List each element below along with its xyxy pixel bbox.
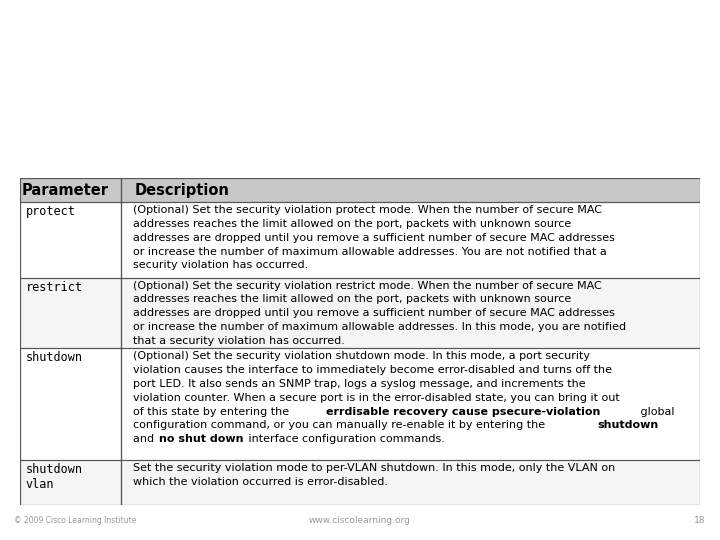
Text: addresses reaches the limit allowed on the port, packets with unknown source: addresses reaches the limit allowed on t… bbox=[133, 294, 571, 305]
Text: violation counter. When a secure port is in the error-disabled state, you can br: violation counter. When a secure port is… bbox=[133, 393, 620, 403]
Text: (Optional) Set the security violation protect mode. When the number of secure MA: (Optional) Set the security violation pr… bbox=[133, 205, 602, 215]
Text: Switchport Port-Security Violation: Switchport Port-Security Violation bbox=[22, 38, 559, 66]
Text: addresses are dropped until you remove a sufficient number of secure MAC address: addresses are dropped until you remove a… bbox=[133, 233, 615, 242]
Text: errdisable recovery cause psecure-violation: errdisable recovery cause psecure-violat… bbox=[326, 407, 600, 416]
Text: or increase the number of maximum allowable addresses. In this mode, you are not: or increase the number of maximum allowa… bbox=[133, 322, 626, 332]
Text: Cisco: Cisco bbox=[618, 50, 642, 59]
Bar bbox=[20, 178, 700, 202]
Text: www.ciscolearning.org: www.ciscolearning.org bbox=[309, 516, 411, 525]
Text: (Optional) Set the security violation shutdown mode. In this mode, a port securi: (Optional) Set the security violation sh… bbox=[133, 351, 590, 361]
Bar bbox=[20, 202, 121, 278]
Text: and: and bbox=[133, 434, 158, 444]
Bar bbox=[121, 460, 700, 505]
Bar bbox=[121, 202, 700, 278]
Bar bbox=[20, 348, 121, 460]
Text: (Optional) Set the security violation restrict mode. When the number of secure M: (Optional) Set the security violation re… bbox=[133, 281, 602, 291]
Text: violation causes the interface to immediately become error-disabled and turns of: violation causes the interface to immedi… bbox=[133, 365, 612, 375]
Text: Institute: Institute bbox=[608, 116, 652, 126]
Text: shutdown: shutdown bbox=[26, 351, 83, 364]
Text: restrict: restrict bbox=[26, 281, 83, 294]
Text: configuration command, or you can manually re-enable it by entering the: configuration command, or you can manual… bbox=[133, 421, 549, 430]
Bar bbox=[121, 278, 700, 348]
Text: Learning: Learning bbox=[582, 78, 678, 97]
Text: no shut down: no shut down bbox=[159, 434, 243, 444]
Text: Parameters: Parameters bbox=[22, 109, 202, 137]
Text: Description: Description bbox=[135, 183, 229, 198]
Text: addresses reaches the limit allowed on the port, packets with unknown source: addresses reaches the limit allowed on t… bbox=[133, 219, 571, 229]
Text: interface configuration commands.: interface configuration commands. bbox=[246, 434, 445, 444]
Text: addresses are dropped until you remove a sufficient number of secure MAC address: addresses are dropped until you remove a… bbox=[133, 308, 615, 318]
Text: © 2009 Cisco Learning Institute: © 2009 Cisco Learning Institute bbox=[14, 516, 137, 525]
Text: shutdown: shutdown bbox=[597, 421, 658, 430]
Text: vlan: vlan bbox=[26, 478, 54, 491]
Text: security violation has occurred.: security violation has occurred. bbox=[133, 260, 308, 271]
Bar bbox=[20, 460, 121, 505]
Text: which the violation occurred is error-disabled.: which the violation occurred is error-di… bbox=[133, 477, 388, 487]
Text: Parameter: Parameter bbox=[22, 183, 109, 198]
Text: that a security violation has occurred.: that a security violation has occurred. bbox=[133, 336, 345, 346]
Text: shutdown: shutdown bbox=[26, 463, 83, 476]
Point bbox=[624, 45, 636, 54]
Text: global: global bbox=[637, 407, 675, 416]
Text: protect: protect bbox=[26, 205, 76, 218]
Text: Set the security violation mode to per-VLAN shutdown. In this mode, only the VLA: Set the security violation mode to per-V… bbox=[133, 463, 615, 473]
Bar bbox=[20, 278, 121, 348]
Text: 18: 18 bbox=[694, 516, 706, 525]
Bar bbox=[121, 348, 700, 460]
Text: of this state by entering the: of this state by entering the bbox=[133, 407, 292, 416]
Text: or increase the number of maximum allowable addresses. You are not notified that: or increase the number of maximum allowa… bbox=[133, 247, 607, 256]
Text: port LED. It also sends an SNMP trap, logs a syslog message, and increments the: port LED. It also sends an SNMP trap, lo… bbox=[133, 379, 585, 389]
